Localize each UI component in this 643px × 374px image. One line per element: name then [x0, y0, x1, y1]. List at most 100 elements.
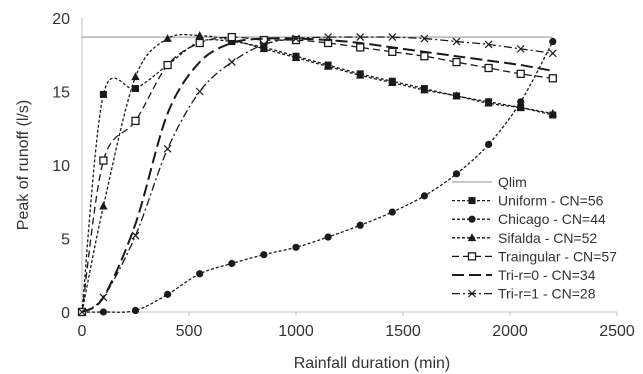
- data-point: [227, 32, 236, 42]
- y-tick-labels: 0 5 10 15 20: [52, 11, 70, 322]
- y-tick-label: 5: [61, 232, 70, 249]
- x-tick-label: 0: [78, 323, 87, 340]
- data-point: [196, 270, 204, 278]
- series-6: [78, 33, 557, 316]
- data-point: [228, 259, 236, 268]
- data-point: [388, 208, 396, 216]
- legend-label: Tri-r=0 - CN=34: [498, 267, 596, 283]
- legend-item: Tri-r=1 - CN=28: [452, 286, 596, 302]
- data-point: [164, 290, 172, 298]
- data-point: [356, 33, 365, 42]
- series-line: [81, 36, 553, 313]
- legend-marker: [468, 289, 476, 298]
- data-point: [548, 49, 557, 58]
- data-point: [260, 251, 268, 259]
- series-5: [81, 37, 553, 313]
- data-point: [388, 47, 397, 56]
- data-point: [259, 44, 269, 53]
- series-2: [78, 37, 557, 316]
- data-point: [292, 34, 300, 43]
- data-point: [516, 69, 525, 79]
- legend-item: Chicago - CN=44: [452, 211, 606, 227]
- data-point: [227, 58, 236, 67]
- data-point: [420, 34, 429, 43]
- data-point: [323, 62, 333, 70]
- legend-item: Sifalda - CN=52: [452, 230, 597, 246]
- series-line: [81, 36, 553, 313]
- legend-marker: [468, 197, 476, 205]
- data-point: [485, 140, 493, 149]
- legend-marker: [467, 252, 477, 261]
- data-point: [516, 44, 525, 53]
- data-point: [132, 85, 139, 93]
- x-tick-label: 500: [176, 323, 203, 340]
- data-point: [548, 109, 557, 117]
- data-point: [420, 192, 428, 200]
- data-point: [291, 35, 301, 45]
- series-line: [81, 38, 553, 313]
- data-point: [259, 40, 268, 49]
- data-point: [99, 308, 107, 316]
- data-point: [99, 201, 108, 210]
- data-point: [484, 63, 493, 73]
- data-point: [356, 43, 365, 52]
- legend-label: Qlim: [498, 174, 527, 190]
- data-point: [452, 91, 461, 100]
- x-tick-label: 2000: [492, 323, 528, 340]
- data-point: [131, 306, 140, 315]
- legend-label: Chicago - CN=44: [498, 211, 606, 227]
- legend-item: Tri-r=0 - CN=34: [452, 267, 596, 283]
- axes: [81, 18, 617, 313]
- legend: Qlim Uniform - CN=56 Chicago - CN=44 Sifald…: [452, 174, 617, 302]
- legend-item: Traingular - CN=57: [452, 248, 617, 264]
- y-tick-label: 10: [52, 158, 70, 175]
- series-3: [77, 31, 557, 316]
- data-point: [291, 53, 301, 61]
- y-tick-label: 0: [61, 305, 70, 322]
- data-point: [452, 57, 461, 67]
- data-point: [548, 74, 557, 83]
- legend-marker: [467, 233, 477, 242]
- data-point: [99, 156, 108, 165]
- data-point: [356, 70, 365, 79]
- data-point: [131, 231, 140, 240]
- data-point: [259, 35, 269, 45]
- data-point: [452, 37, 461, 46]
- data-point: [356, 221, 364, 229]
- data-point: [484, 40, 493, 49]
- data-point: [388, 33, 397, 42]
- legend-item: Uniform - CN=56: [452, 193, 604, 209]
- x-tick-label: 1000: [278, 323, 314, 340]
- data-point: [388, 78, 397, 86]
- data-point: [420, 85, 429, 94]
- data-point: [452, 170, 461, 178]
- legend-label: Uniform - CN=56: [498, 193, 604, 209]
- legend-marker: [468, 215, 476, 223]
- legend-label: Tri-r=1 - CN=28: [498, 286, 596, 302]
- data-point: [99, 90, 107, 98]
- data-point: [484, 98, 493, 107]
- data-point: [99, 293, 108, 302]
- data-point: [163, 34, 172, 42]
- data-point: [131, 72, 140, 81]
- series-1: [78, 38, 557, 316]
- data-point: [324, 233, 332, 241]
- y-tick-label: 15: [52, 85, 70, 102]
- y-tick-label: 20: [52, 11, 70, 28]
- data-point: [420, 52, 429, 61]
- x-tick-labels: 0 500 1000 1500 2000 2500: [78, 312, 635, 340]
- data-point: [324, 33, 333, 42]
- series-group: [77, 31, 557, 317]
- data-point: [516, 103, 525, 111]
- y-axis-title: Peak of runoff (l/s): [15, 100, 32, 230]
- legend-label: Traingular - CN=57: [498, 248, 617, 264]
- data-point: [549, 37, 557, 46]
- data-point: [517, 98, 525, 106]
- legend-item: Qlim: [452, 174, 527, 190]
- data-point: [78, 308, 86, 316]
- data-point: [163, 60, 172, 70]
- legend-label: Sifalda - CN=52: [498, 230, 597, 246]
- data-point: [195, 38, 204, 48]
- series-line: [81, 41, 554, 313]
